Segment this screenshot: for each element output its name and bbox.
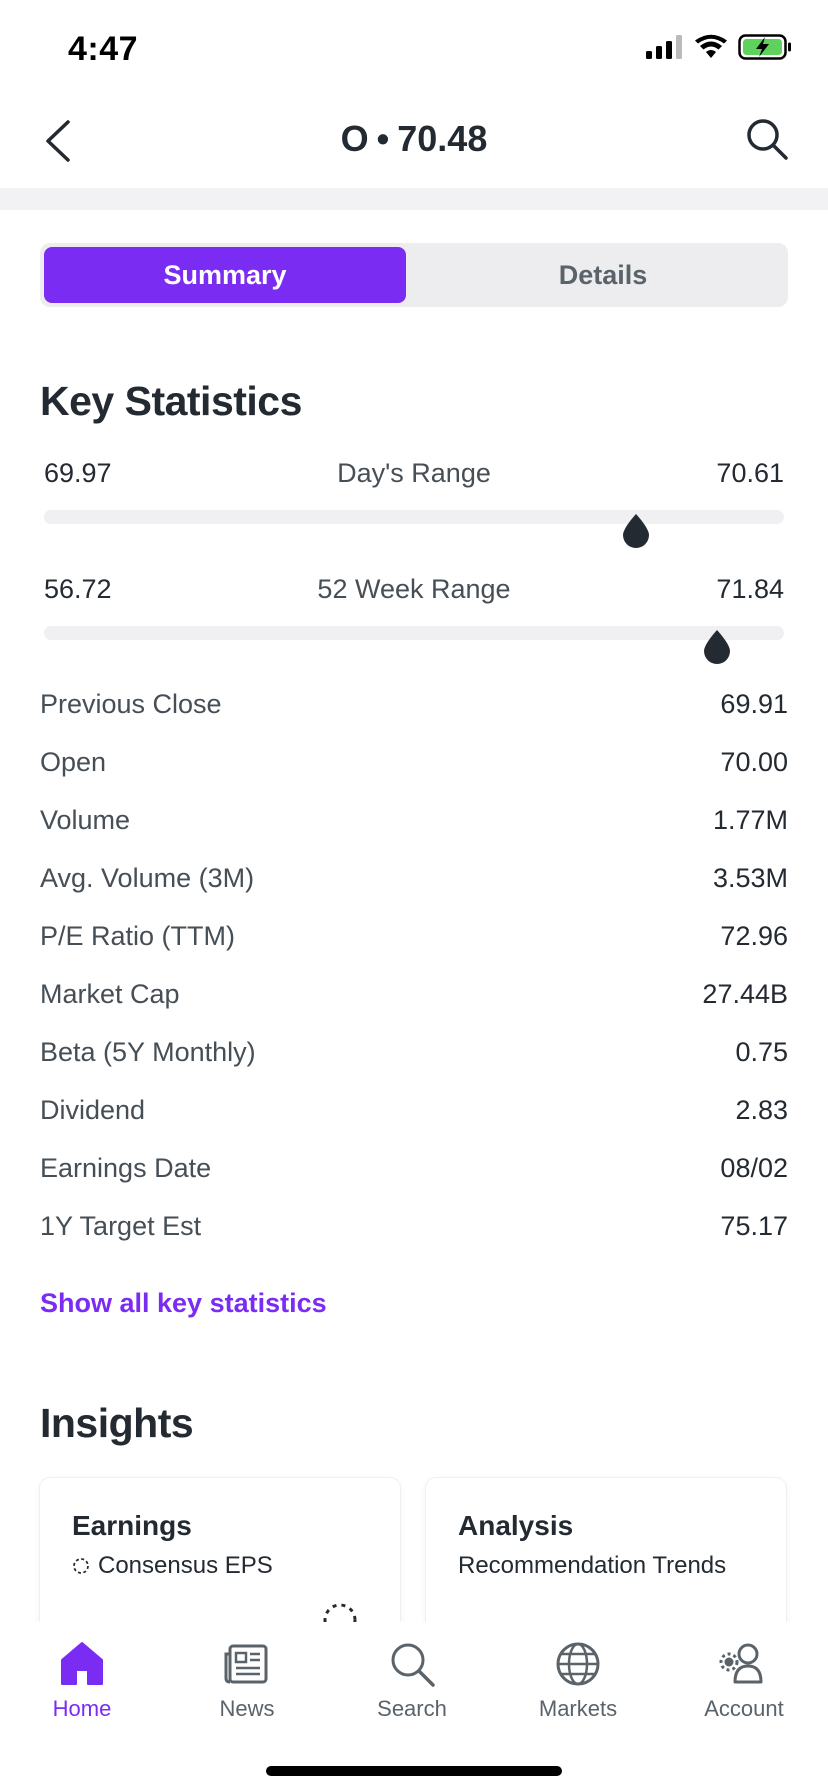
stat-value: 2.83: [735, 1095, 788, 1125]
week52-range-track: [44, 626, 784, 640]
stat-row-volume: Volume 1.77M: [40, 797, 788, 855]
stat-row-pe-ratio: P/E Ratio (TTM) 72.96: [40, 913, 788, 971]
week52-range: 56.72 52 Week Range 71.84: [40, 574, 788, 674]
tab-account[interactable]: Account: [684, 1638, 804, 1722]
summary-details-segmented-control: Summary Details: [40, 243, 788, 307]
week52-range-high: 71.84: [716, 574, 784, 604]
stat-value: 1.77M: [712, 805, 788, 835]
header-divider-band: [0, 188, 828, 210]
stat-row-dividend: Dividend 2.83: [40, 1087, 788, 1145]
tab-label: Home: [52, 1696, 112, 1721]
days-range-low: 69.97: [44, 458, 112, 488]
stat-label: Avg. Volume (3M): [40, 863, 255, 893]
stat-value: 69.91: [720, 689, 788, 719]
tab-summary[interactable]: Summary: [44, 247, 406, 303]
stat-value: 75.17: [720, 1211, 788, 1241]
loading-spinner-icon: [323, 1603, 357, 1637]
wifi-icon: [695, 34, 727, 58]
stat-label: Previous Close: [40, 689, 222, 719]
ticker-price: 70.48: [397, 118, 488, 159]
insight-card-subtitle: Consensus EPS: [72, 1552, 273, 1580]
tab-search[interactable]: Search: [352, 1638, 472, 1722]
page-title: O • 70.48: [0, 118, 828, 160]
days-range-marker-icon: [623, 514, 649, 548]
days-range-high: 70.61: [716, 458, 784, 488]
stat-row-open: Open 70.00: [40, 739, 788, 797]
stat-label: Market Cap: [40, 979, 180, 1009]
back-arrow-icon[interactable]: [38, 116, 78, 166]
account-icon: [719, 1643, 763, 1684]
week52-range-marker-icon: [704, 630, 731, 664]
consensus-dot-icon: [73, 1558, 89, 1574]
stat-row-target-est: 1Y Target Est 75.17: [40, 1203, 788, 1261]
tab-markets[interactable]: Markets: [518, 1638, 638, 1722]
status-time: 4:47: [68, 30, 139, 68]
tab-label: Search: [377, 1696, 447, 1721]
search-icon: [391, 1643, 435, 1687]
tab-label: News: [219, 1696, 275, 1721]
stat-value: 3.53M: [712, 863, 788, 893]
status-icons: [646, 34, 792, 60]
days-range: 69.97 Day's Range 70.61: [40, 458, 788, 558]
stat-row-earnings-date: Earnings Date 08/02: [40, 1145, 788, 1203]
key-statistics-title: Key Statistics: [40, 378, 302, 424]
tab-details[interactable]: Details: [558, 260, 648, 290]
days-range-label: Day's Range: [337, 458, 491, 488]
cellular-signal-icon: [646, 35, 682, 59]
home-indicator[interactable]: [266, 1766, 562, 1776]
insight-card-subtitle-text: Recommendation Trends: [458, 1552, 727, 1579]
insight-card-earnings[interactable]: Earnings Consensus EPS: [40, 1478, 400, 1638]
insight-card-analysis[interactable]: Analysis Recommendation Trends: [426, 1478, 786, 1638]
globe-icon: [556, 1642, 600, 1686]
week52-range-low: 56.72: [44, 574, 112, 604]
nav-bar: O • 70.48: [0, 96, 828, 188]
stat-label: Volume: [40, 805, 131, 835]
ticker-symbol: O: [340, 118, 369, 159]
stat-label: Earnings Date: [40, 1153, 212, 1183]
insight-card-title: Analysis: [458, 1510, 574, 1541]
stat-row-beta: Beta (5Y Monthly) 0.75: [40, 1029, 788, 1087]
tab-home[interactable]: Home: [22, 1638, 142, 1722]
search-icon[interactable]: [742, 114, 792, 164]
title-separator: •: [376, 118, 390, 159]
key-statistics-list: Previous Close 69.91 Open 70.00 Volume 1.77…: [40, 681, 788, 1261]
stat-row-previous-close: Previous Close 69.91: [40, 681, 788, 739]
tab-label: Account: [704, 1696, 784, 1721]
stat-row-avg-volume: Avg. Volume (3M) 3.53M: [40, 855, 788, 913]
stat-value: 70.00: [720, 747, 788, 777]
stat-label: 1Y Target Est: [40, 1211, 202, 1241]
battery-charging-icon: [738, 34, 791, 60]
stat-value: 27.44B: [702, 979, 788, 1009]
tab-news[interactable]: News: [187, 1638, 307, 1722]
bottom-tab-bar: Home News Search Markets Acco: [0, 1622, 828, 1792]
stat-row-market-cap: Market Cap 27.44B: [40, 971, 788, 1029]
status-bar: 4:47: [0, 0, 828, 96]
insight-card-title: Earnings: [72, 1510, 192, 1541]
stat-value: 08/02: [720, 1153, 788, 1183]
stat-label: Beta (5Y Monthly): [40, 1037, 256, 1067]
days-range-track: [44, 510, 784, 524]
stat-label: Open: [40, 747, 107, 777]
insight-card-subtitle: Recommendation Trends: [458, 1552, 726, 1580]
news-icon: [224, 1644, 268, 1684]
home-icon: [61, 1642, 103, 1685]
stat-label: P/E Ratio (TTM): [40, 921, 236, 951]
week52-range-label: 52 Week Range: [317, 574, 511, 604]
tab-label: Markets: [538, 1696, 618, 1721]
insight-card-subtitle-text: Consensus EPS: [98, 1552, 273, 1579]
stat-value: 0.75: [735, 1037, 788, 1067]
stat-value: 72.96: [720, 921, 788, 951]
insights-title: Insights: [40, 1400, 194, 1446]
show-all-key-statistics-link[interactable]: Show all key statistics: [40, 1288, 327, 1318]
stat-label: Dividend: [40, 1095, 146, 1125]
